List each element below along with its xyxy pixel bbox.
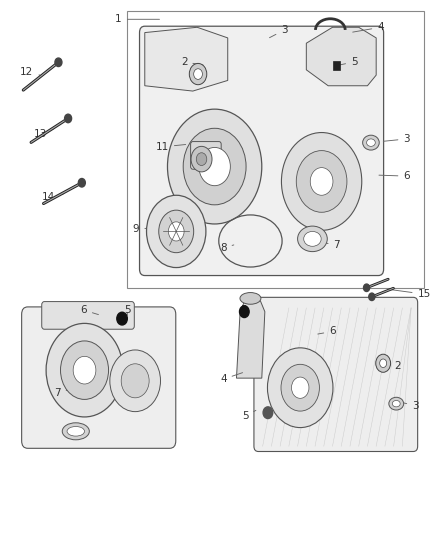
Ellipse shape (367, 139, 375, 147)
Text: 7: 7 (318, 240, 340, 250)
Circle shape (73, 357, 96, 384)
Circle shape (282, 133, 362, 230)
Circle shape (281, 365, 319, 411)
Circle shape (191, 147, 212, 172)
Text: 5: 5 (240, 305, 246, 316)
Text: 3: 3 (383, 134, 410, 144)
Circle shape (78, 179, 85, 187)
Text: 12: 12 (20, 68, 40, 77)
Text: 15: 15 (388, 289, 431, 299)
Circle shape (147, 195, 206, 268)
FancyBboxPatch shape (42, 302, 134, 329)
Text: 11: 11 (155, 142, 186, 152)
Text: 2: 2 (181, 57, 203, 67)
Text: 6: 6 (80, 305, 99, 315)
Circle shape (55, 58, 62, 67)
Text: 4: 4 (220, 373, 243, 384)
Circle shape (183, 128, 246, 205)
Circle shape (310, 167, 333, 195)
Circle shape (199, 148, 230, 185)
Circle shape (117, 312, 127, 325)
Ellipse shape (62, 423, 89, 440)
Circle shape (376, 354, 391, 372)
Circle shape (296, 151, 347, 212)
FancyBboxPatch shape (191, 142, 221, 169)
Circle shape (65, 114, 71, 123)
Text: 3: 3 (396, 401, 419, 411)
Ellipse shape (240, 293, 261, 304)
Circle shape (268, 348, 333, 427)
Circle shape (167, 109, 262, 224)
Bar (127, 11, 424, 288)
Circle shape (369, 293, 375, 301)
Circle shape (194, 69, 202, 79)
Circle shape (263, 407, 273, 418)
Bar (333, 61, 340, 70)
Text: 5: 5 (242, 410, 256, 422)
Circle shape (159, 210, 194, 253)
Text: 14: 14 (42, 192, 64, 203)
Text: 1: 1 (115, 14, 159, 25)
Ellipse shape (304, 231, 321, 246)
Circle shape (168, 222, 184, 241)
Circle shape (291, 377, 309, 398)
Text: 9: 9 (133, 224, 168, 235)
FancyBboxPatch shape (21, 307, 176, 448)
Circle shape (240, 306, 249, 318)
Text: 8: 8 (220, 243, 234, 253)
FancyBboxPatch shape (254, 297, 418, 451)
Ellipse shape (297, 226, 327, 252)
Text: 4: 4 (353, 22, 384, 33)
Text: 6: 6 (379, 171, 410, 181)
Circle shape (364, 284, 370, 292)
Text: 6: 6 (318, 326, 336, 336)
Text: 3: 3 (269, 25, 288, 38)
Text: 2: 2 (383, 361, 401, 372)
Text: 7: 7 (54, 387, 77, 398)
Ellipse shape (389, 397, 404, 410)
Circle shape (121, 364, 149, 398)
Ellipse shape (67, 426, 85, 436)
Text: 5: 5 (339, 57, 358, 67)
Circle shape (46, 324, 123, 417)
Circle shape (196, 153, 207, 165)
FancyBboxPatch shape (140, 26, 384, 276)
Circle shape (380, 359, 387, 368)
Ellipse shape (363, 135, 379, 150)
Polygon shape (145, 27, 228, 91)
Text: 10: 10 (186, 150, 208, 160)
Text: 5: 5 (124, 305, 131, 316)
Circle shape (60, 341, 109, 399)
Polygon shape (237, 296, 265, 378)
Circle shape (189, 63, 207, 85)
Circle shape (110, 350, 160, 411)
Ellipse shape (392, 400, 400, 407)
Text: 13: 13 (33, 128, 53, 139)
Polygon shape (306, 27, 376, 86)
